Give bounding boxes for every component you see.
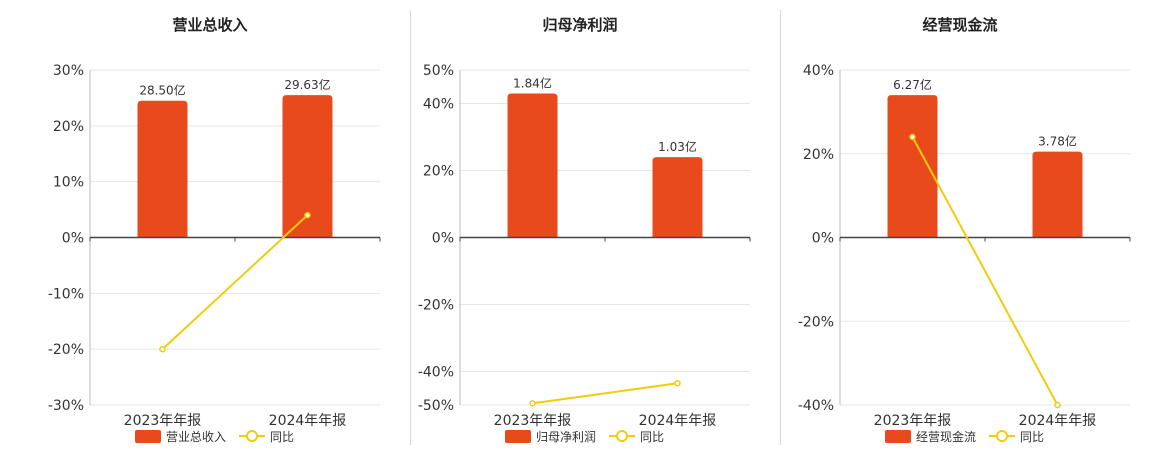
y-tick-label: 0% xyxy=(812,231,834,247)
yoy-point xyxy=(674,379,681,387)
x-tick-label: 2023年年报 xyxy=(494,413,572,429)
legend-line-label: 同比 xyxy=(270,430,294,444)
y-tick-label: 40% xyxy=(423,97,454,113)
bar-value-label: 29.63亿 xyxy=(284,77,330,92)
y-tick-label: 30% xyxy=(53,63,84,79)
bar xyxy=(282,95,333,238)
y-tick-label: -20% xyxy=(418,298,454,314)
bar xyxy=(887,95,938,238)
yoy-line xyxy=(161,214,309,350)
bar-value-label: 6.27亿 xyxy=(893,77,932,92)
yoy-line xyxy=(911,136,1059,406)
yoy-line xyxy=(532,382,678,405)
panel-divider xyxy=(780,10,781,445)
panel-divider xyxy=(410,10,411,445)
bar xyxy=(507,93,558,238)
x-tick-label: 2024年年报 xyxy=(1019,413,1097,429)
y-tick-label: 0% xyxy=(432,231,454,247)
legend-bar-label: 经营现金流 xyxy=(916,429,976,444)
y-tick-label: 0% xyxy=(62,231,84,247)
bar xyxy=(652,157,703,238)
y-tick-label: 20% xyxy=(53,119,84,135)
x-tick-label: 2024年年报 xyxy=(269,413,347,429)
legend-line-label: 同比 xyxy=(1020,430,1044,444)
bar xyxy=(1032,151,1083,238)
yoy-point xyxy=(1054,401,1061,409)
legend-line-marker xyxy=(996,430,1008,442)
chart-title: 营业总收入 xyxy=(172,16,247,34)
x-tick-label: 2023年年报 xyxy=(874,413,952,429)
yoy-point xyxy=(159,345,166,353)
legend-bar-label: 归母净利润 xyxy=(536,430,596,444)
yoy-point xyxy=(909,133,916,141)
y-tick-label: -20% xyxy=(48,342,84,358)
bar-value-label: 28.50亿 xyxy=(139,83,185,98)
bar-value-label: 1.03亿 xyxy=(658,139,697,154)
chart-panel-3: 经营现金流 40% 20% 0% -20% -40% 6.27亿 3.78亿 2023年年报 20… xyxy=(798,16,1131,444)
bar-value-label: 3.78亿 xyxy=(1038,134,1077,149)
y-tick-label: 20% xyxy=(803,147,834,163)
legend-line-marker xyxy=(616,430,628,442)
y-tick-label: -30% xyxy=(48,398,84,414)
legend-bar-swatch xyxy=(135,430,161,443)
yoy-point xyxy=(304,211,311,219)
legend-line-label: 同比 xyxy=(640,430,664,444)
bar-value-label: 1.84亿 xyxy=(513,75,552,90)
y-tick-label: 40% xyxy=(803,63,834,79)
bar xyxy=(137,100,188,238)
y-tick-label: -10% xyxy=(48,286,84,302)
y-tick-label: -50% xyxy=(418,398,454,414)
chart-panel-2: 归母净利润 50% 40% 20% 0% -20% -40% -50% 1.84亿 1.03亿 20… xyxy=(418,16,751,444)
legend-bar-swatch xyxy=(505,430,531,443)
y-tick-label: -40% xyxy=(418,365,454,381)
legend-line-marker xyxy=(246,430,258,442)
chart-title: 归母净利润 xyxy=(542,16,617,34)
y-tick-label: 50% xyxy=(423,63,454,79)
legend-bar-label: 营业总收入 xyxy=(166,430,226,444)
x-tick-label: 2024年年报 xyxy=(639,413,717,429)
yoy-point xyxy=(529,400,536,407)
chart-panel-1: 营业总收入 30% 20% 10% 0% -10% -20% -30% 28.50亿 29.63亿… xyxy=(48,16,381,444)
y-tick-label: 10% xyxy=(53,175,84,191)
legend-bar-swatch xyxy=(885,430,911,443)
y-tick-label: -20% xyxy=(798,314,834,330)
chart-title: 经营现金流 xyxy=(922,16,997,34)
y-tick-label: 20% xyxy=(423,164,454,180)
x-tick-label: 2023年年报 xyxy=(124,413,202,429)
y-tick-label: -40% xyxy=(798,398,834,414)
